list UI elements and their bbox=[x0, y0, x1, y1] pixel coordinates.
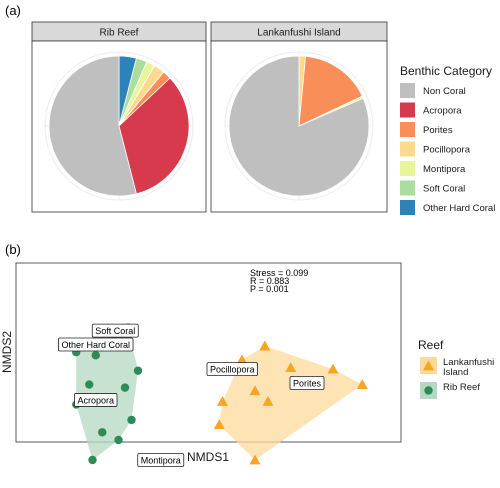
legend-key-circle bbox=[424, 386, 433, 395]
legend-b-title: Reef bbox=[418, 338, 444, 352]
legend-label-non-coral: Non Coral bbox=[423, 86, 466, 97]
point-rib-reef bbox=[120, 383, 130, 392]
point-lankanfushi-island bbox=[236, 354, 248, 365]
annotation-text-porites: Porites bbox=[293, 379, 322, 389]
pie-slice-porites bbox=[298, 55, 363, 127]
legend-key-montipora bbox=[400, 161, 415, 176]
point-rib-reef bbox=[91, 351, 100, 360]
panel-b-label: (b) bbox=[5, 242, 21, 257]
annotation-soft-coral: Soft Coral bbox=[91, 323, 139, 338]
annotation-text-other-hard-coral: Other Hard Coral bbox=[61, 340, 130, 350]
annotation-box-porites bbox=[289, 376, 325, 390]
point-lankanfushi-island bbox=[327, 363, 339, 374]
y-axis-label: NMDS2 bbox=[0, 331, 14, 373]
legend-key-pocillopora bbox=[400, 141, 415, 157]
legend-key-other-hard-coral bbox=[400, 200, 415, 215]
annotation-pocillopora: Pocillopora bbox=[206, 362, 258, 377]
facet-label-rib-reef: Rib Reef bbox=[100, 28, 139, 39]
annotation-box-pocillopora bbox=[206, 362, 258, 377]
panel-a-label: (a) bbox=[5, 3, 21, 18]
stats-stress: Stress = 0.099 bbox=[250, 268, 308, 278]
legend-b-label: Rib Reef bbox=[443, 382, 480, 393]
legend-b-label: Lankanfushi bbox=[443, 357, 494, 368]
x-axis-label: NMDS1 bbox=[187, 450, 229, 464]
legend-b-label: Island bbox=[443, 367, 468, 378]
legend-key-porites bbox=[400, 122, 415, 137]
point-rib-reef bbox=[133, 366, 143, 375]
annotation-text-montipora: Montipora bbox=[141, 456, 181, 466]
annotation-text-acropora: Acropora bbox=[77, 395, 114, 405]
point-lankanfushi-island bbox=[285, 362, 297, 372]
pie-lankanfushi bbox=[224, 51, 374, 201]
stats-r: R = 0.883 bbox=[250, 276, 289, 286]
annotation-montipora: Montipora bbox=[137, 453, 185, 467]
point-rib-reef bbox=[88, 455, 97, 465]
legend-key-acropora bbox=[400, 102, 415, 118]
legend-key-non-coral bbox=[400, 83, 415, 98]
pie-slice-non-coral bbox=[228, 55, 370, 197]
legend-label-porites: Porites bbox=[423, 125, 453, 136]
point-lankanfushi-island bbox=[249, 454, 261, 465]
point-rib-reef bbox=[98, 428, 107, 437]
point-rib-reef bbox=[114, 435, 123, 445]
point-lankanfushi-island bbox=[213, 419, 225, 429]
legend-label-soft-coral: Soft Coral bbox=[423, 184, 465, 195]
point-rib-reef bbox=[85, 380, 94, 389]
annotation-box-soft-coral bbox=[91, 323, 139, 338]
pie-rib-reef bbox=[44, 51, 194, 201]
annotation-box-other-hard-coral bbox=[58, 337, 134, 352]
annotation-text-soft-coral: Soft Coral bbox=[95, 326, 135, 336]
point-lankanfushi-island bbox=[217, 395, 228, 406]
point-lankanfushi-island bbox=[249, 385, 261, 396]
legend-key-triangle bbox=[423, 360, 434, 371]
legend-key-soft-coral bbox=[400, 180, 415, 196]
legend-label-other-hard-coral: Other Hard Coral bbox=[423, 203, 495, 214]
legend-a: Non Coral Acropora Porites Pocillopora Monti… bbox=[400, 83, 495, 215]
point-rib-reef bbox=[127, 415, 136, 425]
legend-label-montipora: Montipora bbox=[423, 164, 466, 175]
nmds-plot: Soft Coral Other Hard Coral Acropora Pocill… bbox=[58, 323, 368, 467]
annotation-other-hard-coral: Other Hard Coral bbox=[58, 337, 134, 352]
legend-label-pocillopora: Pocillopora bbox=[423, 145, 471, 156]
point-lankanfushi-island bbox=[262, 395, 274, 406]
pie-slice-acropora bbox=[118, 77, 190, 195]
legend-a-title: Benthic Category bbox=[400, 64, 492, 78]
annotation-box-montipora bbox=[137, 453, 185, 467]
stats-p: P = 0.001 bbox=[250, 284, 289, 294]
point-lankanfushi-island bbox=[259, 340, 271, 351]
legend-label-acropora: Acropora bbox=[423, 106, 462, 117]
pie-slice-non-coral bbox=[48, 55, 137, 197]
point-lankanfushi-island bbox=[356, 379, 368, 389]
annotation-acropora: Acropora bbox=[74, 393, 118, 407]
annotation-box-acropora bbox=[74, 393, 118, 407]
annotation-text-pocillopora: Pocillopora bbox=[210, 365, 255, 375]
annotation-porites: Porites bbox=[289, 376, 325, 390]
facet-label-lankanfushi: Lankanfushi Island bbox=[257, 28, 340, 39]
